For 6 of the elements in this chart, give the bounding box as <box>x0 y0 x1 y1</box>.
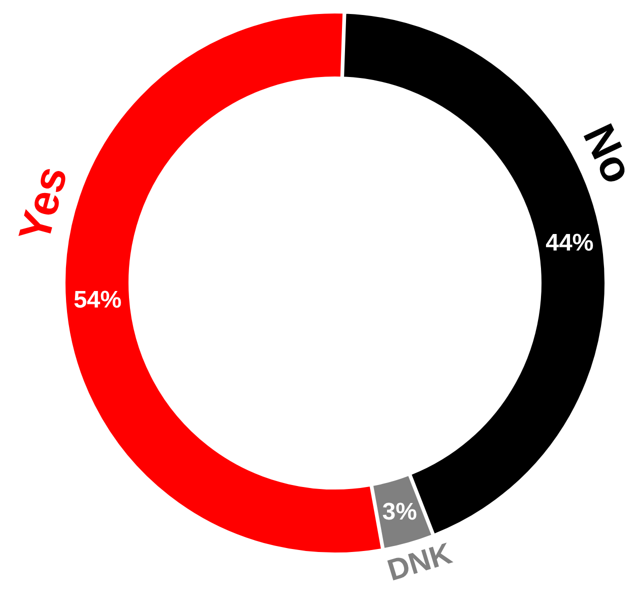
data-label: 3% <box>382 498 417 526</box>
slice-label: DNK <box>384 537 456 588</box>
slice-label: No <box>573 116 635 191</box>
data-label: 54% <box>74 286 122 314</box>
data-label: 44% <box>546 230 594 257</box>
slice-label: Yes <box>10 161 78 248</box>
